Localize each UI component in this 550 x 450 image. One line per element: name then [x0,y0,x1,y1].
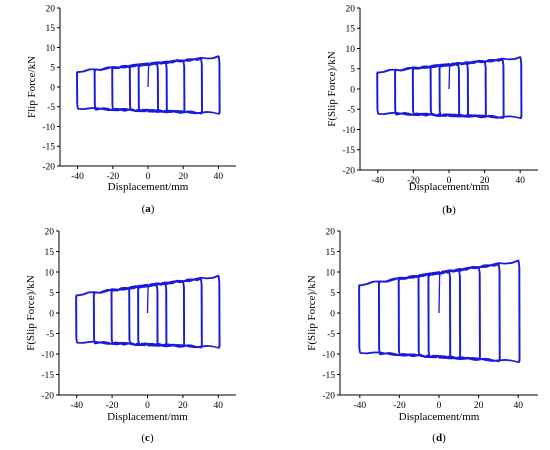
y-tick-label: 5 [49,289,54,299]
y-tick-label: 0 [49,309,54,319]
hysteresis-loop-repeat-40mm [76,275,221,349]
x-tick-label: -20 [407,176,420,186]
y-tick-label: 5 [50,64,55,74]
y-tick-label: -20 [342,166,355,176]
y-tick-label: 20 [45,227,55,237]
x-axis-label: Displacement/mm [409,181,490,193]
y-tick-label: 0 [350,85,355,95]
x-tick-label: 40 [214,172,224,182]
hysteresis-loop-repeat-40mm [359,260,521,364]
y-tick-label: 15 [326,248,336,258]
x-tick-label: 0 [145,401,150,411]
x-tick-label: 0 [447,176,452,186]
y-tick-label: 15 [46,24,56,34]
panel-caption: (b) [442,204,456,216]
y-tick-label: 10 [326,268,336,278]
y-tick-label: -15 [41,371,54,381]
chart-panel-d: -20 -15 -10 -5 0 5 10 15 20 -40 -20 0 20 40 Displaceme… [306,227,538,444]
y-tick-label: 20 [46,4,56,14]
y-tick-label: 5 [330,289,335,299]
x-axis-label: Displacement/mm [107,411,188,423]
x-tick-label: 40 [513,401,523,411]
y-tick-label: -15 [42,143,55,153]
y-tick-label: -5 [47,103,55,113]
y-tick-label: -20 [322,391,335,401]
y-axis-label: Flip Force/kN [26,56,38,118]
y-tick-label: 10 [45,268,55,278]
x-tick-label: -40 [71,172,84,182]
panel-caption: (c) [141,432,154,444]
x-axis-label: Displacement/mm [108,181,189,193]
x-tick-label: 20 [178,401,188,411]
chart-panel-b: -20 -15 -10 -5 0 5 10 15 20 -40 -20 0 20 40 Displaceme… [326,4,538,216]
y-tick-label: 5 [350,65,355,75]
y-tick-label: 0 [330,309,335,319]
y-axis-label: F(Slip Force)/kN [25,275,37,351]
y-tick-label: -15 [342,146,355,156]
initial-loading-branch [147,63,150,88]
y-tick-label: -10 [41,350,54,360]
x-tick-label: 20 [480,176,490,186]
y-tick-label: -10 [322,350,335,360]
y-axis-label: F(Slip Force)/kN [306,275,318,351]
y-tick-label: 20 [326,227,336,237]
x-tick-label: -40 [371,176,384,186]
y-tick-label: 20 [346,4,356,14]
chart-panel-a: -20 -15 -10 -5 0 5 10 15 20 -40 -20 0 20 40 Displaceme… [26,4,236,215]
initial-loading-branch [438,272,441,314]
y-tick-label: 10 [346,45,356,55]
y-tick-label: 15 [45,248,55,258]
x-tick-label: 40 [214,401,224,411]
y-tick-label: -10 [42,123,55,133]
x-tick-label: 20 [178,172,188,182]
y-tick-label: -20 [41,391,54,401]
initial-loading-branch [146,285,150,314]
y-tick-label: -5 [46,330,54,340]
y-tick-label: 10 [46,44,56,54]
y-axis-label: F(Slip Force)/kN [326,51,338,127]
x-tick-label: -20 [106,172,119,182]
initial-loading-branch [448,64,451,90]
y-tick-label: -15 [322,371,335,381]
x-tick-label: 40 [515,176,525,186]
chart-panel-c: -20 -15 -10 -5 0 5 10 15 20 -40 -20 0 20 40 Displaceme… [25,227,236,444]
x-tick-label: 0 [437,401,442,411]
panel-caption: (d) [432,432,446,444]
hysteresis-loop-repeat-40mm [377,56,523,120]
panel-caption: (a) [142,203,155,215]
y-tick-label: 0 [50,83,55,93]
y-tick-label: -5 [347,106,355,116]
x-tick-label: 20 [474,401,484,411]
y-tick-label: -20 [42,162,55,172]
y-tick-label: -10 [342,126,355,136]
hysteresis-loop-repeat-40mm [77,56,221,115]
x-tick-label: -40 [353,401,366,411]
y-tick-label: 15 [346,25,356,35]
x-tick-label: 0 [146,172,151,182]
x-tick-label: -20 [106,401,119,411]
x-axis-label: Displacement/mm [399,411,480,423]
y-tick-label: -5 [327,330,335,340]
x-tick-label: -40 [70,401,83,411]
x-tick-label: -20 [393,401,406,411]
